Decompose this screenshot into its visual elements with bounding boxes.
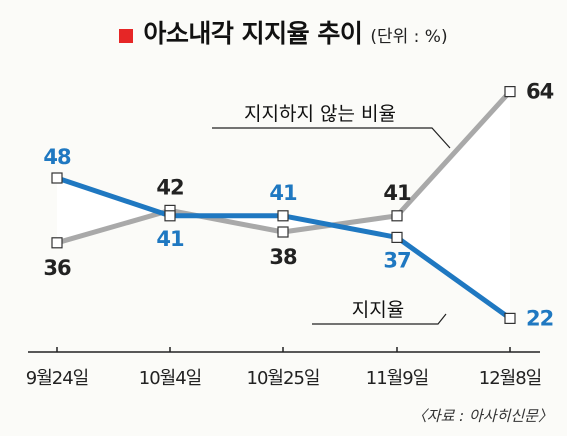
data-label-disapproval: 41	[383, 181, 411, 205]
point-disapproval	[504, 85, 516, 98]
gap-fill	[57, 91, 510, 319]
data-label-approval: 41	[156, 227, 184, 251]
callout-line-approval	[312, 313, 447, 325]
callout-line-disapproval	[212, 127, 451, 149]
x-tick-label: 9월24일	[26, 368, 88, 389]
point-approval	[277, 210, 289, 222]
data-label-disapproval: 36	[43, 256, 71, 280]
point-approval	[164, 210, 176, 222]
point-disapproval	[391, 210, 403, 222]
data-label-approval: 37	[383, 248, 410, 272]
x-tick-label: 10월4일	[139, 368, 201, 389]
title-row: 아소내각 지지율 추이 (단위 : %)	[0, 14, 567, 50]
data-label-approval: 48	[43, 145, 71, 169]
x-tick-label: 10월25일	[247, 368, 320, 389]
source-note: 〈자료 : 아사히신문〉	[411, 407, 553, 425]
series-label-disapproval: 지지하지 않는 비율	[244, 103, 396, 125]
point-disapproval	[51, 237, 63, 249]
data-label-approval: 22	[526, 306, 553, 330]
chart-unit: (단위 : %)	[370, 27, 448, 47]
data-label-disapproval: 42	[156, 175, 183, 199]
data-label-disapproval: 64	[526, 80, 554, 104]
point-approval	[504, 312, 516, 324]
point-approval	[391, 231, 403, 243]
title-square-icon	[119, 29, 134, 43]
data-label-approval: 41	[269, 181, 297, 205]
data-label-disapproval: 38	[269, 245, 297, 269]
series-label-approval: 지지율	[352, 299, 404, 321]
x-tick-label: 11월9일	[366, 368, 428, 389]
point-approval	[51, 172, 63, 184]
point-disapproval	[277, 226, 289, 238]
chart-title: 아소내각 지지율 추이	[143, 19, 363, 48]
x-tick-label: 12월8일	[479, 368, 541, 389]
